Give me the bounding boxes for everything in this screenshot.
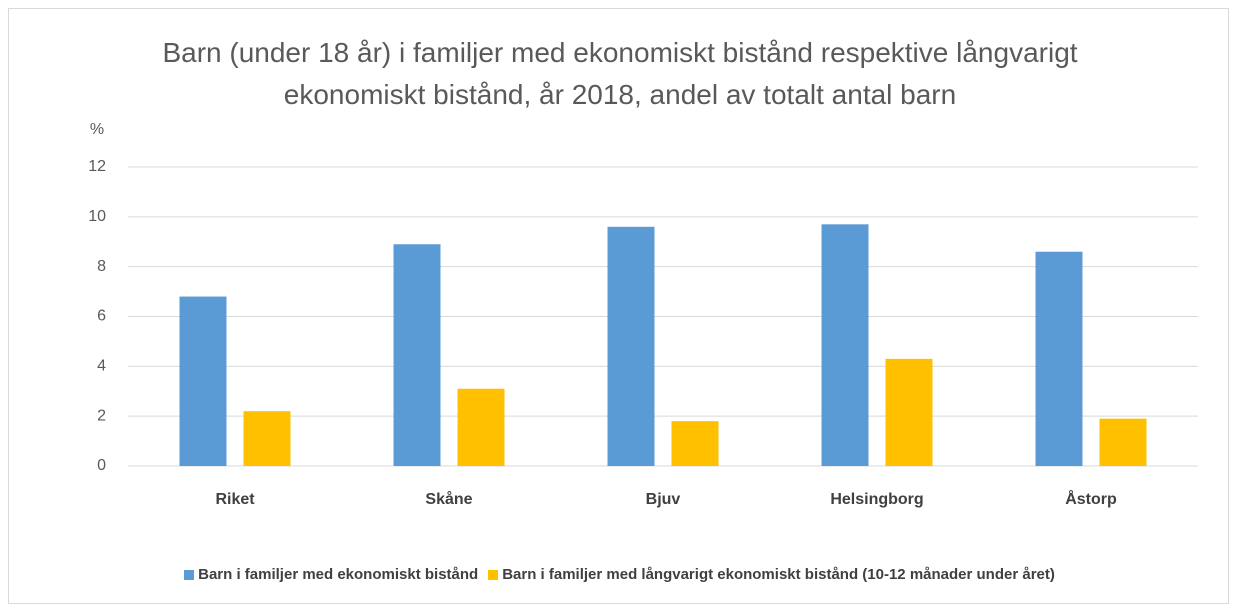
bar [1099,418,1147,466]
legend-label: Barn i familjer med långvarigt ekonomisk… [502,566,1055,583]
x-tick-label: Skåne [425,490,472,508]
legend: Barn i familjer med ekonomiskt bistånd Ba… [0,566,1239,583]
x-tick-label: Bjuv [646,491,681,508]
x-tick-label: Helsingborg [830,491,923,508]
legend-item: Barn i familjer med långvarigt ekonomisk… [488,566,1055,583]
legend-label: Barn i familjer med ekonomiskt bistånd [198,566,479,583]
y-tick-label: 10 [88,208,106,225]
bar [457,388,505,466]
bar [243,411,291,466]
y-tick-label: 2 [97,407,106,424]
legend-item: Barn i familjer med ekonomiskt bistånd [184,566,478,583]
y-tick-label: 4 [97,358,106,375]
bar [671,421,719,466]
bar [607,226,655,466]
y-tick-label: 6 [97,308,106,325]
x-tick-label: Riket [215,491,255,508]
bar [393,244,441,466]
chart-title: Barn (under 18 år) i familjer med ekonom… [162,37,1078,110]
y-tick-label: 0 [97,457,106,474]
y-tick-label: 8 [97,258,106,275]
y-tick-label: 12 [88,158,106,175]
y-axis-label: % [90,121,104,138]
bar [1035,251,1083,466]
legend-swatch [488,569,499,580]
bar [179,296,227,466]
chart-frame [8,8,1229,604]
legend-swatch [184,569,195,580]
x-tick-label: Åstorp [1065,489,1117,508]
bar [821,224,869,466]
bar [885,358,933,466]
